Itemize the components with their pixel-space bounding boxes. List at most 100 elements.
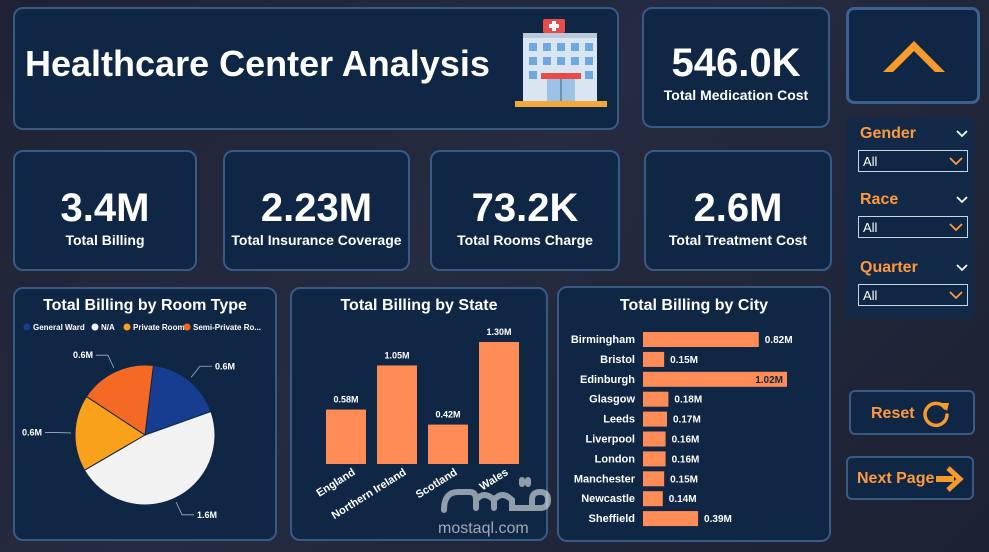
tick-label: Glasgow — [589, 394, 635, 406]
chevron-down-icon — [949, 223, 963, 232]
filter-quarter-value: All — [863, 288, 878, 303]
legend-label: Private Room — [133, 323, 185, 332]
tick-label: Sheffield — [589, 513, 635, 525]
refresh-icon — [923, 401, 949, 428]
chevron-down-icon — [949, 291, 963, 300]
leader-line — [190, 365, 212, 378]
chevron-up-icon — [883, 41, 945, 72]
kpi-medication-value: 546.0K — [671, 41, 801, 85]
tick-label: Liverpool — [585, 434, 635, 446]
filter-gender-value: All — [863, 154, 878, 169]
data-label: 0.39M — [704, 514, 732, 525]
tick-label: England — [314, 466, 357, 499]
kpi-insurance-value: 2.23M — [260, 186, 373, 230]
legend-marker — [183, 323, 191, 331]
leader-line — [175, 501, 195, 516]
scroll-up-button[interactable] — [846, 7, 980, 104]
kpi-billing-label: Total Billing — [65, 232, 145, 248]
reset-button[interactable]: Reset — [849, 390, 975, 435]
tick-label: Manchester — [574, 473, 636, 485]
chart-city-title: Total Billing by City — [619, 297, 769, 314]
filter-quarter-label: Quarter — [860, 259, 918, 276]
chevron-down-icon[interactable] — [956, 130, 968, 138]
kpi-rooms-value: 73.2K — [471, 186, 579, 230]
legend-marker — [91, 323, 99, 331]
data-label: 0.15M — [670, 355, 698, 366]
chart-state-title: Total Billing by State — [340, 297, 498, 314]
kpi-medication-card: 546.0K Total Medication Cost — [642, 7, 830, 128]
chevron-down-icon[interactable] — [956, 264, 968, 272]
bar — [643, 371, 787, 387]
tick-label: London — [595, 453, 636, 465]
next-page-button[interactable]: Next Page — [846, 456, 974, 500]
chart-city-card: Total Billing by City Birmingham 0.82M Bri… — [557, 286, 831, 542]
filter-gender-label: Gender — [860, 125, 917, 142]
city-bar-chart: Birmingham 0.82M Bristol 0.15M Edinburgh 1.02… — [571, 332, 793, 527]
watermark-text: mostaql.com — [438, 520, 529, 537]
bar — [643, 511, 699, 527]
kpi-billing-value: 3.4M — [60, 186, 150, 230]
data-label: 0.14M — [669, 494, 697, 505]
kpi-treatment-label: Total Treatment Cost — [668, 232, 808, 248]
bar — [643, 391, 669, 407]
watermark: mostaql.com — [436, 470, 556, 542]
filter-race-label: Race — [860, 191, 899, 208]
chart-room-type-title: Total Billing by Room Type — [43, 297, 247, 314]
tick-label: Newcastle — [581, 493, 635, 505]
filter-race-value: All — [863, 220, 878, 235]
arrow-right-icon — [936, 466, 964, 492]
kpi-insurance-label: Total Insurance Coverage — [231, 232, 402, 248]
kpi-medication-label: Total Medication Cost — [663, 87, 809, 103]
bar — [643, 451, 666, 467]
data-label: 1.6M — [197, 510, 217, 520]
data-label: 0.6M — [22, 428, 42, 438]
bar — [643, 491, 663, 507]
legend-marker — [23, 323, 31, 331]
filter-race-select[interactable]: All — [858, 216, 968, 238]
chevron-down-icon — [949, 157, 963, 166]
data-label: 0.16M — [672, 454, 700, 465]
bar — [377, 365, 417, 464]
bar — [643, 431, 666, 447]
pie-chart: General Ward N/A Private Room Semi-Private … — [22, 323, 261, 520]
bar — [428, 424, 468, 464]
filter-quarter-select[interactable]: All — [858, 284, 968, 306]
data-label: 0.18M — [674, 395, 702, 406]
leader-line — [95, 354, 115, 369]
data-label: 1.02M — [755, 375, 783, 386]
kpi-treatment-value: 2.6M — [693, 186, 783, 230]
legend-label: N/A — [101, 323, 115, 332]
data-label: 1.05M — [384, 350, 409, 360]
kpi-treatment-card: 2.6M Total Treatment Cost — [644, 150, 832, 271]
bar — [643, 471, 665, 487]
kpi-rooms-label: Total Rooms Charge — [457, 232, 593, 248]
tick-label: Leeds — [603, 414, 635, 426]
data-label: 0.15M — [670, 474, 698, 485]
filter-gender-select[interactable]: All — [858, 150, 968, 172]
data-label: 0.17M — [673, 415, 701, 426]
tick-label: Birmingham — [571, 334, 635, 346]
chart-room-type-card: Total Billing by Room Type General Ward N… — [13, 287, 277, 541]
chart-state-card: Total Billing by State 0.58M England 1.05M… — [290, 287, 548, 541]
pie-slice — [74, 395, 146, 471]
data-label: 0.16M — [672, 435, 700, 446]
data-label: 1.30M — [486, 327, 511, 337]
legend-label: General Ward — [33, 323, 85, 332]
bar — [479, 342, 519, 464]
data-label: 0.6M — [215, 361, 235, 371]
tick-label: Bristol — [600, 354, 635, 366]
chevron-down-icon[interactable] — [956, 196, 968, 204]
title-card: Healthcare Center Analysis — [13, 7, 619, 130]
data-label: 0.58M — [333, 395, 358, 405]
kpi-insurance-card: 2.23M Total Insurance Coverage — [223, 150, 410, 271]
bar — [643, 411, 667, 427]
pie-slice — [144, 364, 212, 436]
pie-slice — [85, 364, 154, 436]
data-label: 0.82M — [765, 335, 793, 346]
legend-marker — [123, 323, 131, 331]
reset-label: Reset — [871, 405, 915, 422]
tick-label: Edinburgh — [580, 374, 635, 386]
next-page-label: Next Page — [857, 470, 935, 487]
hospital-icon — [515, 19, 607, 107]
